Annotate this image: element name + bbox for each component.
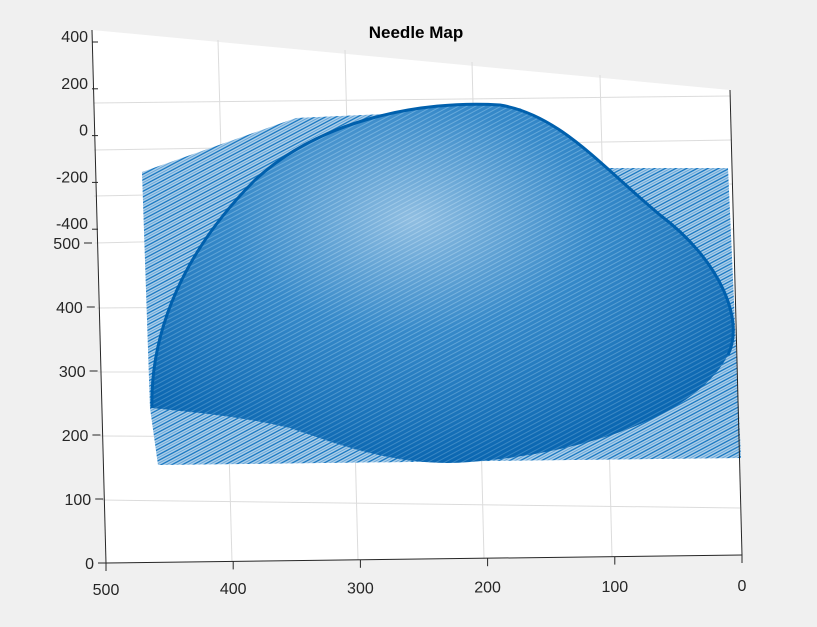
right-axis-line	[729, 89, 743, 556]
y-tick-label: 300	[59, 364, 86, 381]
y-tick-label: 400	[56, 300, 83, 317]
z-tick-label: 200	[61, 76, 88, 93]
y-axis: 0 100 200 300 400 500	[53, 236, 106, 573]
chart-title: Needle Map	[369, 23, 463, 42]
x-tick-label: 0	[738, 578, 747, 595]
y-tick-label: 500	[53, 236, 80, 253]
z-tick-label: 400	[61, 29, 88, 46]
x-tick-label: 300	[347, 580, 374, 597]
y-tick-label: 0	[85, 556, 94, 573]
z-tick-label: -400	[56, 216, 88, 233]
z-tick-label: -200	[56, 169, 88, 186]
axis-lines	[91, 29, 743, 564]
dome-shading	[151, 104, 734, 463]
grid-line	[101, 499, 741, 509]
x-axis-line	[105, 554, 743, 564]
x-tick-label: 400	[220, 581, 247, 598]
x-tick-label: 100	[601, 579, 628, 596]
y-axis-line	[91, 29, 107, 564]
x-tick-label: 200	[474, 580, 501, 597]
z-tick-label: 0	[79, 123, 88, 140]
y-tick-label: 200	[62, 428, 89, 445]
y-tick-label: 100	[64, 492, 91, 509]
grid-line	[93, 95, 732, 104]
z-axis: 400 200 0 -200 -400	[56, 29, 98, 233]
x-axis: 500 400 300 200 100 0	[93, 555, 747, 599]
x-tick-label: 500	[93, 582, 120, 599]
dome-rim	[150, 102, 735, 409]
